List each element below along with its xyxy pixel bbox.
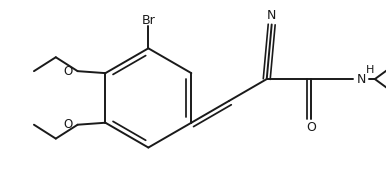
Text: N: N	[357, 73, 366, 86]
Text: O: O	[307, 121, 316, 134]
Text: N: N	[267, 9, 276, 22]
Text: O: O	[63, 118, 73, 131]
Text: Br: Br	[142, 14, 155, 27]
Text: H: H	[366, 65, 374, 75]
Text: O: O	[63, 65, 73, 78]
